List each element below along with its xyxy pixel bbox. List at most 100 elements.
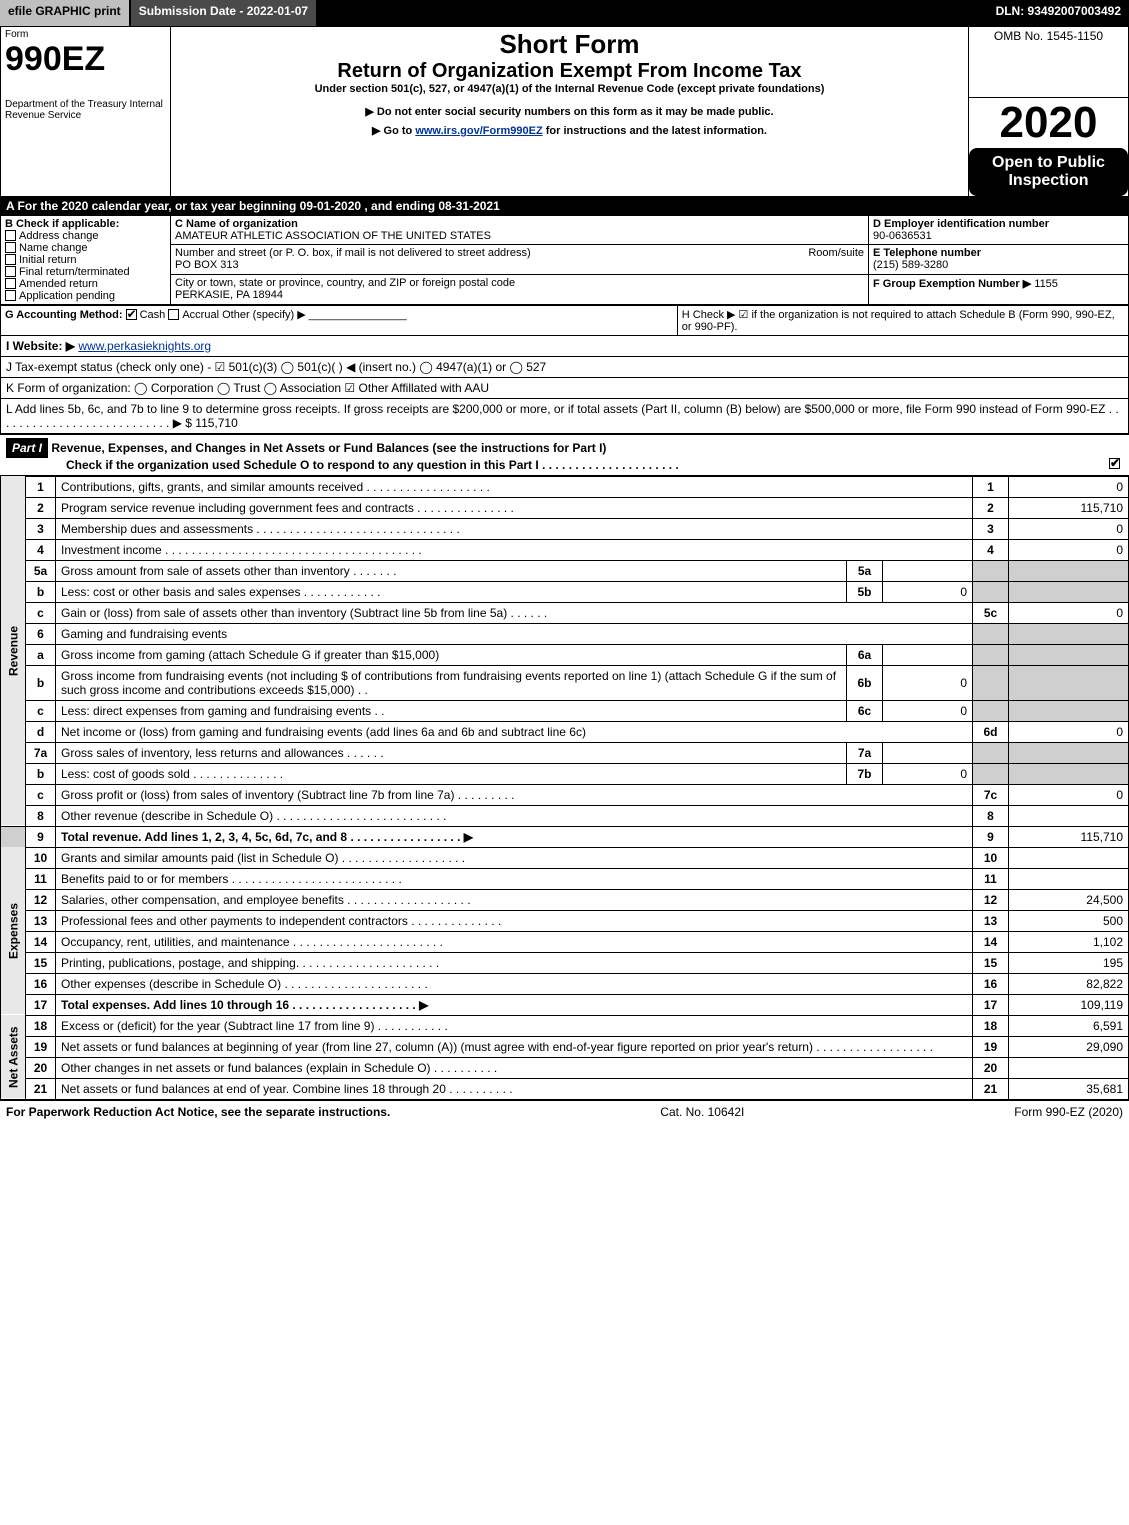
row-num: 4 [26,539,56,560]
row-num: 8 [26,805,56,826]
row-num: 19 [26,1036,56,1057]
row-col: 19 [973,1036,1009,1057]
ein-value: 90-0636531 [873,230,932,242]
row-label: Benefits paid to or for members . . . . … [56,868,973,889]
check-address-change[interactable] [5,230,16,241]
row-num: a [26,644,56,665]
row-label: Less: direct expenses from gaming and fu… [56,700,847,721]
row-num: d [26,721,56,742]
row-num: b [26,763,56,784]
check-final-return[interactable] [5,266,16,277]
website-link[interactable]: www.perkasieknights.org [78,339,211,353]
check-schedule-o[interactable] [1109,458,1120,469]
street-value: PO BOX 313 [175,259,239,271]
row-num: b [26,665,56,700]
line-g-label: G Accounting Method: [5,309,123,321]
check-name-change[interactable] [5,242,16,253]
row-num: 14 [26,931,56,952]
line-k: K Form of organization: ◯ Corporation ◯ … [0,378,1129,399]
row-col: 2 [973,497,1009,518]
row-amt: 0 [1009,476,1129,497]
row-col: 13 [973,910,1009,931]
line-l: L Add lines 5b, 6c, and 7b to line 9 to … [0,399,1129,434]
shaded-cell [1009,700,1129,721]
row-col: 4 [973,539,1009,560]
row-label: Less: cost of goods sold . . . . . . . .… [56,763,847,784]
row-label: Grants and similar amounts paid (list in… [56,847,973,868]
row-amt [1009,847,1129,868]
line-i-label: I Website: ▶ [6,339,75,353]
opt-initial-return: Initial return [19,254,76,266]
shaded-cell [973,581,1009,602]
city-label: City or town, state or province, country… [175,277,515,289]
row-label: Net assets or fund balances at beginning… [56,1036,973,1057]
row-col: 21 [973,1078,1009,1099]
irs-link[interactable]: www.irs.gov/Form990EZ [415,125,542,137]
under-section: Under section 501(c), 527, or 4947(a)(1)… [175,83,964,95]
line-j: J Tax-exempt status (check only one) - ☑… [0,357,1129,378]
shaded-cell [1009,763,1129,784]
row-label: Other revenue (describe in Schedule O) .… [56,805,973,826]
check-application-pending[interactable] [5,290,16,301]
check-cash[interactable] [126,309,137,320]
row-amt [1009,1057,1129,1078]
row-amt: 109,119 [1009,994,1129,1015]
row-label: Professional fees and other payments to … [56,910,973,931]
expenses-section-label: Expenses [1,847,26,1015]
row-label: Gaming and fundraising events [56,623,973,644]
part-i-title: Revenue, Expenses, and Changes in Net As… [51,441,606,455]
row-col: 7c [973,784,1009,805]
shaded-cell [1009,644,1129,665]
shaded-cell [973,623,1009,644]
box-c-label: C Name of organization [175,218,298,230]
goto-prefix: ▶ Go to [372,125,415,137]
submission-date-button[interactable]: Submission Date - 2022-01-07 [131,0,318,26]
short-form-title: Short Form [175,29,964,60]
dept-label: Department of the Treasury Internal Reve… [5,99,166,121]
opt-final-return: Final return/terminated [19,266,130,278]
opt-other: Other (specify) ▶ [222,309,306,321]
row-num: 5a [26,560,56,581]
row-amt: 35,681 [1009,1078,1129,1099]
footer-mid: Cat. No. 10642I [660,1105,744,1119]
sub-col: 5a [847,560,883,581]
row-num: 18 [26,1015,56,1036]
row-col: 18 [973,1015,1009,1036]
row-col: 1 [973,476,1009,497]
efile-print-button[interactable]: efile GRAPHIC print [0,0,131,26]
top-bar: efile GRAPHIC print Submission Date - 20… [0,0,1129,26]
sub-amt: 0 [883,581,973,602]
tax-year: 2020 [969,98,1128,148]
sub-col: 5b [847,581,883,602]
row-col: 12 [973,889,1009,910]
sub-col: 6a [847,644,883,665]
shaded-cell [973,742,1009,763]
row-col: 5c [973,602,1009,623]
row-amt: 0 [1009,518,1129,539]
row-num: b [26,581,56,602]
form-label: Form [5,29,166,40]
goto-suffix: for instructions and the latest informat… [543,125,767,137]
row-num: 21 [26,1078,56,1099]
check-accrual[interactable] [168,309,179,320]
line-a-tax-year: A For the 2020 calendar year, or tax yea… [0,197,1129,215]
check-amended-return[interactable] [5,278,16,289]
opt-cash: Cash [140,309,166,321]
part-i-tag: Part I [6,438,48,458]
org-name: AMATEUR ATHLETIC ASSOCIATION OF THE UNIT… [175,230,491,242]
sub-col: 7a [847,742,883,763]
shaded-cell [1009,742,1129,763]
row-label: Total expenses. Add lines 10 through 16 … [56,994,973,1015]
row-col: 17 [973,994,1009,1015]
street-label: Number and street (or P. O. box, if mail… [175,247,531,259]
row-amt: 0 [1009,539,1129,560]
check-initial-return[interactable] [5,254,16,265]
sub-amt [883,644,973,665]
sub-col: 7b [847,763,883,784]
row-num: 1 [26,476,56,497]
shaded-cell [973,763,1009,784]
shaded-cell [1009,623,1129,644]
row-amt [1009,868,1129,889]
row-amt: 1,102 [1009,931,1129,952]
row-col: 9 [973,826,1009,847]
